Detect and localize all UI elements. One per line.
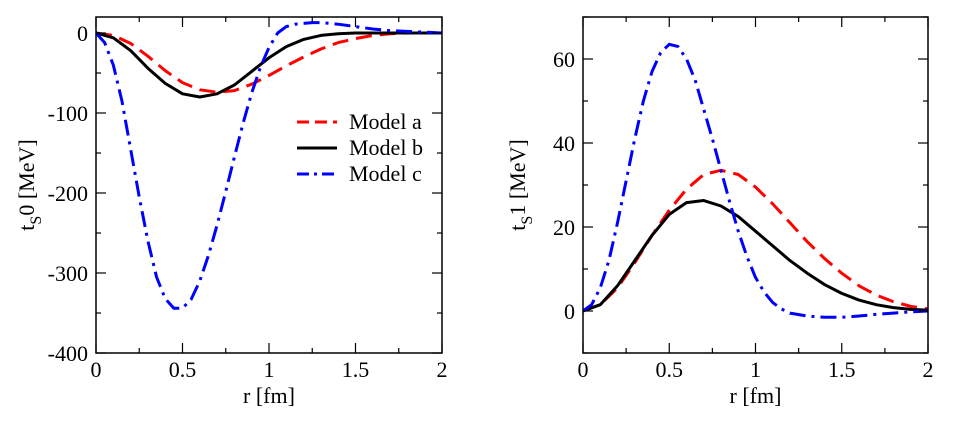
x-tick-label: 1.5 <box>342 357 370 382</box>
y-tick-label: -100 <box>48 101 88 126</box>
x-tick-label: 0 <box>91 357 102 382</box>
y-tick-label: -400 <box>48 341 88 366</box>
x-tick-label: 0.5 <box>656 357 684 382</box>
series-model-b-line <box>583 199 928 313</box>
series-model-a-line <box>583 168 928 313</box>
legend-label: Model b <box>349 135 423 160</box>
y-tick-label: 20 <box>553 215 575 240</box>
x-axis-label: r [fm] <box>243 383 295 408</box>
y-tick-label: 60 <box>553 47 575 72</box>
y-axis-label: tS1 [MeV] <box>505 139 536 230</box>
series-model-b-line <box>96 31 442 99</box>
y-axis-label-subscript: S <box>28 216 45 225</box>
legend-label: Model c <box>349 161 422 186</box>
plot-frame <box>582 16 929 354</box>
x-tick-label: 0 <box>578 357 589 382</box>
y-tick-label: -200 <box>48 181 88 206</box>
x-tick-label: 1 <box>264 357 275 382</box>
y-tick-label: 0 <box>564 299 575 324</box>
y-axis-label: tS0 [MeV] <box>14 139 45 230</box>
left-panel: 0 0.5 1 1.5 2 -400 -300 -200 -100 0 r [fm] tS0 [MeV… <box>14 16 448 408</box>
series-model-a-line <box>96 31 442 94</box>
series-model-c-line <box>96 21 442 310</box>
x-tick-label: 2 <box>923 357 934 382</box>
y-axis-label-main: t <box>505 225 530 231</box>
series-model-c-line <box>583 42 928 319</box>
x-tick-label: 0.5 <box>169 357 197 382</box>
x-tick-label: 2 <box>437 357 448 382</box>
x-axis-label: r [fm] <box>730 383 782 408</box>
y-axis-label-subscript: S <box>519 216 536 225</box>
y-axis-label-rest: 1 [MeV] <box>505 139 530 215</box>
y-tick-label: -300 <box>48 261 88 286</box>
x-tick-label: 1 <box>750 357 761 382</box>
y-tick-label: 40 <box>553 131 575 156</box>
y-axis-label-main: t <box>14 225 39 231</box>
y-axis-label-rest: 0 [MeV] <box>14 139 39 215</box>
x-tick-label: 1.5 <box>828 357 856 382</box>
y-tick-label: 0 <box>77 21 88 46</box>
legend-label: Model a <box>349 109 422 134</box>
